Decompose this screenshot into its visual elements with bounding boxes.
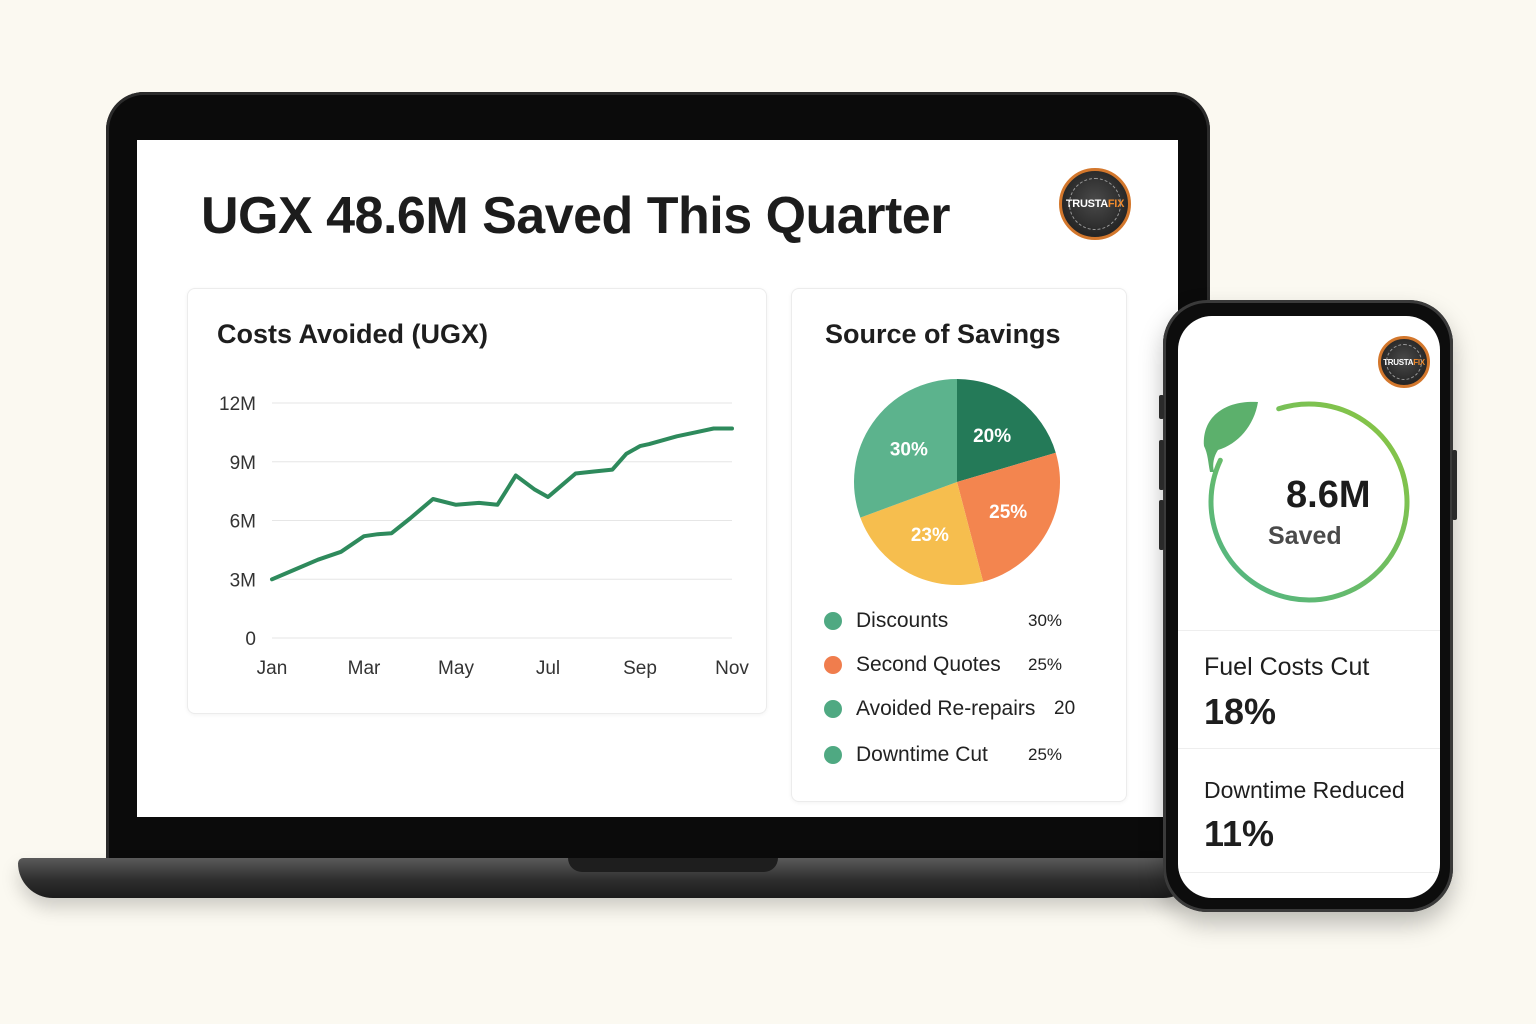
x-tick-label: Mar: [348, 658, 381, 679]
legend-value: 25%: [1028, 655, 1063, 674]
legend-value: 20: [1054, 698, 1076, 719]
phone-power-button: [1452, 450, 1457, 520]
y-tick-label: 12M: [219, 394, 256, 415]
phone-screen: TRUSTAFIX 8.6M Saved Fuel Costs Cut 18% …: [1178, 316, 1440, 898]
pie-slice-label: 20%: [973, 426, 1011, 447]
legend-dot-second-quotes: [824, 656, 842, 674]
x-tick-label: May: [438, 658, 474, 679]
pie-slice: [860, 482, 984, 585]
stat-label: Fuel Costs Cut: [1204, 653, 1370, 681]
pie-slice: [957, 452, 1060, 582]
source-of-savings-title: Source of Savings: [825, 319, 1061, 349]
legend-label: Discounts: [856, 609, 949, 632]
stat-label: Downtime Reduced: [1204, 777, 1405, 803]
pie-slice: [957, 379, 1056, 482]
series-line: [270, 426, 734, 582]
x-tick-label: Jan: [257, 658, 288, 679]
legend-label: Avoided Re-repairs: [856, 697, 1036, 720]
y-tick-label: 6M: [230, 512, 256, 533]
costs-line-chart: 0 3M 6M 9M 12M Jan Mar May Jul Sep Nov: [219, 394, 749, 679]
laptop-notch: [568, 858, 778, 872]
leaf-icon: [1203, 401, 1258, 472]
y-tick-label: 9M: [230, 453, 256, 474]
source-of-savings-card: Source of Savings 20% 25% 23% 30% Discounts…: [791, 288, 1127, 802]
legend-dot-discounts: [824, 612, 842, 630]
phone-volume-down: [1159, 500, 1164, 550]
legend-label: Downtime Cut: [856, 743, 988, 766]
x-tick-label: Sep: [623, 658, 657, 679]
legend-item-avoided-re-repairs: Avoided Re-repairs 20: [824, 697, 1094, 721]
x-tick-label: Jul: [536, 658, 560, 679]
legend-value: 25%: [1028, 745, 1063, 764]
stat-value: 11%: [1204, 813, 1275, 854]
legend-item-discounts: Discounts 30%: [824, 609, 1094, 633]
logo-ring-icon: [1069, 178, 1121, 230]
ring-value: 8.6M: [1286, 474, 1371, 516]
ring-progress-arc: [1208, 401, 1410, 603]
stat-divider: [1178, 872, 1440, 874]
legend-item-second-quotes: Second Quotes 25%: [824, 653, 1094, 677]
legend-dot-downtime-cut: [824, 746, 842, 764]
costs-avoided-card: Costs Avoided (UGX) 0 3M 6M 9M 12M Jan Mar May J…: [187, 288, 767, 714]
legend-value: 30%: [1028, 611, 1063, 630]
legend-label: Second Quotes: [856, 653, 1001, 676]
costs-avoided-title: Costs Avoided (UGX): [217, 319, 489, 349]
phone-brand-logo[interactable]: TRUSTAFIX: [1378, 336, 1430, 388]
pie-slice-label: 25%: [989, 502, 1027, 523]
logo-ring-icon: [1386, 344, 1422, 380]
stat-fuel-costs: Fuel Costs Cut 18%: [1178, 630, 1440, 749]
page-title: UGX 48.6M Saved This Quarter: [201, 187, 950, 245]
y-tick-label: 0: [245, 629, 256, 650]
y-tick-label: 3M: [230, 570, 256, 591]
savings-pie-chart: 20% 25% 23% 30%: [854, 379, 1060, 585]
savings-ring-gauge: [1203, 401, 1410, 603]
laptop-screen: UGX 48.6M Saved This Quarter TRUSTAFIX C…: [137, 140, 1178, 817]
stat-value: 18%: [1204, 691, 1277, 732]
legend-dot-avoided-re-repairs: [824, 700, 842, 718]
phone-side-button: [1159, 395, 1164, 419]
ring-caption: Saved: [1268, 522, 1342, 550]
pie-slice-label: 30%: [890, 439, 928, 460]
brand-logo[interactable]: TRUSTAFIX: [1059, 168, 1131, 240]
pie-slice-label: 23%: [911, 525, 949, 546]
x-tick-label: Nov: [715, 658, 749, 679]
stat-downtime: Downtime Reduced 11%: [1178, 748, 1440, 873]
legend-item-downtime-cut: Downtime Cut 25%: [824, 743, 1094, 767]
phone-volume-up: [1159, 440, 1164, 490]
pie-slice: [854, 379, 957, 518]
